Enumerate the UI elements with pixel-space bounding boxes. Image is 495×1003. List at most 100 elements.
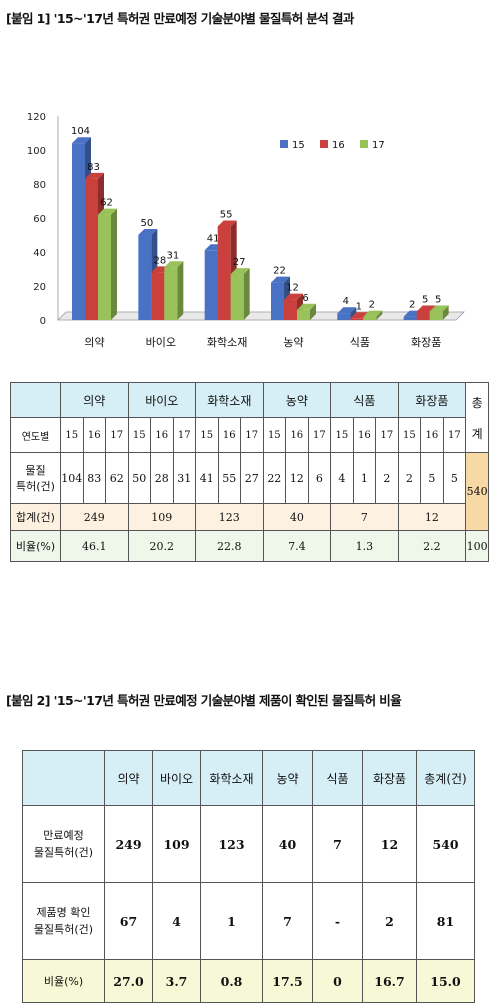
table-row: 제품명 확인 물질특허(건) 67 4 1 7-2 81 [22, 882, 475, 960]
value-cell: 104 [60, 452, 84, 504]
bar-top [429, 305, 449, 312]
category-header: 의약 [60, 382, 129, 418]
row-label-line: 물질 [25, 464, 46, 477]
bar [363, 316, 377, 320]
value-cell: 81 [416, 882, 475, 960]
year-cell: 15 [127, 417, 152, 453]
bar-top [416, 305, 436, 312]
year-cell: 15 [397, 417, 422, 453]
total-header-line: 총 [471, 395, 483, 410]
value-cell: 2 [375, 452, 399, 504]
column-header: 의약 [104, 750, 153, 806]
value-cell: 2 [362, 882, 417, 960]
value-cell: 67 [104, 882, 153, 960]
bar-top [271, 276, 290, 283]
bar-data-label: 62 [100, 198, 113, 209]
bar-top [85, 172, 104, 179]
bar [297, 309, 310, 320]
value-cell: 1 [200, 882, 263, 960]
y-tick-label: 0 [40, 316, 46, 327]
year-cell: 16 [217, 417, 242, 453]
sum-cell: 12 [397, 503, 467, 531]
sum-cell: 123 [195, 503, 264, 531]
x-tick-label: 농약 [283, 335, 303, 349]
rate-cell: 2.2 [397, 530, 467, 562]
value-cell: 1 [352, 452, 377, 504]
bar [204, 250, 218, 320]
y-axis: 0 20 40 60 80 100 120 [27, 112, 46, 327]
value-cell: 6 [307, 452, 332, 504]
sum-cell: 40 [262, 503, 332, 531]
year-cell: 15 [330, 417, 354, 453]
rate-cell: 7.4 [262, 530, 332, 562]
bar [72, 143, 85, 320]
bar-data-label: 1 [356, 301, 362, 312]
patent-values-row: 물질 특허(건) 104 83 62 50 28 31 41 55 27 22 12 6 4 1 2 2 5 5 540 [10, 452, 490, 531]
bar [284, 299, 297, 320]
value-cell: 62 [105, 452, 129, 504]
value-cell: 3.7 [152, 959, 201, 1003]
y-tick-label: 80 [33, 180, 46, 191]
chart-floor [57, 116, 465, 321]
year-cell: 16 [82, 417, 106, 453]
chart-floor-plane [57, 311, 465, 321]
legend-label: 15 [292, 140, 305, 151]
value-cell: 249 [104, 805, 153, 883]
header-corner [10, 382, 61, 418]
figure1-title: [붙임 1] '15~'17년 특허권 만료예정 기술분야별 물질특허 분석 결… [6, 11, 354, 26]
value-cell: - [312, 882, 363, 960]
bar-top [337, 307, 357, 314]
rate-cell: 1.3 [330, 530, 399, 562]
year-cell: 15 [195, 417, 219, 453]
table-header-row: 의약 바이오 화학소재 농약 식품 화장품 총 계 [10, 382, 490, 453]
bar-top [217, 220, 237, 227]
row-label-line: 물질특허(건) [33, 923, 94, 936]
value-cell: 15.0 [416, 959, 475, 1003]
x-tick-label: 식품 [350, 336, 370, 349]
patent-analysis-table: 의약 바이오 화학소재 농약 식품 화장품 총 계 연도별 15 16 17 15 16 17 15 16 17 1… [10, 382, 490, 562]
year-cell: 17 [375, 417, 399, 453]
year-cell: 16 [285, 417, 309, 453]
product-confirmed-table: 의약 바이오 화학소재 농약 식품 화장품 총계(건) 만료예정 물질특허(건) 249 109 12… [22, 750, 475, 1003]
sum-cell: 109 [127, 503, 197, 531]
row-label: 물질 특허(건) [10, 452, 61, 504]
bar [416, 311, 430, 320]
bar-data-label: 104 [71, 126, 90, 137]
bar [85, 178, 98, 320]
column-header: 농약 [262, 750, 313, 806]
sum-cell: 249 [60, 503, 129, 531]
bar [138, 235, 152, 320]
bar-data-label: 2 [369, 300, 375, 311]
bar-data-label: 27 [233, 257, 246, 268]
bar-top [363, 310, 383, 317]
table-row: 만료예정 물질특허(건) 249 109 123 40 7 12 540 [22, 805, 475, 883]
bar [217, 226, 231, 320]
bar-side [442, 305, 449, 320]
column-header: 화장품 [362, 750, 417, 806]
bar-data-label: 2 [409, 300, 415, 311]
x-tick-label: 의약 [84, 335, 104, 349]
total-rate: 100 [465, 530, 490, 562]
y-tick-label: 100 [27, 146, 46, 157]
row-label-line: 물질특허(건) [33, 846, 94, 859]
column-header: 바이오 [152, 750, 201, 806]
value-cell: 40 [262, 805, 313, 883]
value-cell: 28 [150, 452, 174, 504]
row-label: 합계(건) [10, 503, 61, 531]
bar-side [376, 310, 383, 320]
rate-cell: 22.8 [195, 530, 264, 562]
year-cell: 17 [240, 417, 264, 453]
sum-cell: 7 [330, 503, 399, 531]
total-header-line: 계 [471, 426, 483, 441]
category-header: 식품 [330, 382, 399, 418]
bar-data-label: 6 [302, 293, 308, 304]
year-row: 연도별 15 16 17 15 16 17 15 16 17 15 16 17 15 16 17 15 16 17 [10, 417, 489, 453]
bar [350, 318, 364, 320]
year-cell: 16 [352, 417, 377, 453]
total-value: 540 [465, 452, 490, 531]
value-cell: 27.0 [104, 959, 153, 1003]
value-cell: 17.5 [262, 959, 313, 1003]
value-cell: 50 [127, 452, 152, 504]
year-cell: 16 [150, 417, 174, 453]
value-cell: 7 [312, 805, 363, 883]
